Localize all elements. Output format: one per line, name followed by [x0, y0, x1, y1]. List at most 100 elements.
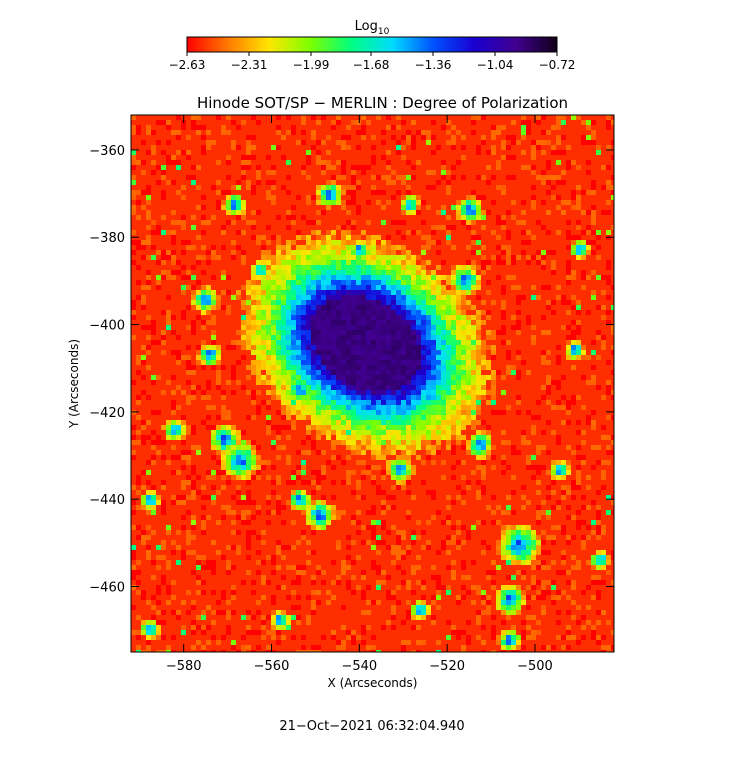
heatmap-cell — [241, 645, 246, 650]
heatmap-cell — [346, 425, 351, 430]
heatmap-cell — [146, 625, 151, 630]
heatmap-cell — [141, 170, 146, 175]
heatmap-cell — [336, 360, 341, 365]
heatmap-cell — [231, 450, 236, 455]
heatmap-cell — [146, 525, 151, 530]
heatmap-cell — [236, 450, 241, 455]
heatmap-cell — [606, 460, 611, 465]
heatmap-cell — [411, 300, 416, 305]
heatmap-cell — [351, 320, 356, 325]
heatmap-cell — [251, 285, 256, 290]
heatmap-cell — [171, 420, 176, 425]
heatmap-cell — [226, 565, 231, 570]
heatmap-cell — [386, 415, 391, 420]
heatmap-cell — [411, 135, 416, 140]
heatmap-cell — [391, 415, 396, 420]
heatmap-cell — [276, 320, 281, 325]
heatmap-cell — [246, 545, 251, 550]
heatmap-cell — [481, 475, 486, 480]
heatmap-cell — [346, 265, 351, 270]
heatmap-cell — [606, 435, 611, 440]
heatmap-cell — [311, 310, 316, 315]
heatmap-cell — [221, 440, 226, 445]
heatmap-cell — [146, 435, 151, 440]
heatmap-cell — [386, 235, 391, 240]
heatmap-cell — [446, 185, 451, 190]
heatmap-cell — [491, 395, 496, 400]
heatmap-cell — [291, 315, 296, 320]
heatmap-cell — [391, 410, 396, 415]
heatmap-cell — [306, 505, 311, 510]
heatmap-cell — [166, 160, 171, 165]
heatmap-cell — [416, 430, 421, 435]
heatmap-cell — [306, 595, 311, 600]
heatmap-cell — [471, 600, 476, 605]
heatmap-cell — [446, 550, 451, 555]
heatmap-cell — [276, 335, 281, 340]
heatmap-cell — [601, 185, 606, 190]
heatmap-cell — [561, 210, 566, 215]
heatmap-cell — [406, 195, 411, 200]
heatmap-cell — [441, 290, 446, 295]
heatmap-cell — [346, 385, 351, 390]
heatmap-cell — [276, 625, 281, 630]
heatmap-cell — [421, 585, 426, 590]
heatmap-cell — [141, 590, 146, 595]
heatmap-cell — [591, 230, 596, 235]
heatmap-cell — [476, 200, 481, 205]
heatmap-cell — [201, 565, 206, 570]
heatmap-cell — [451, 125, 456, 130]
heatmap-cell — [191, 570, 196, 575]
heatmap-cell — [456, 435, 461, 440]
heatmap-cell — [501, 330, 506, 335]
heatmap-cell — [436, 380, 441, 385]
heatmap-cell — [396, 545, 401, 550]
heatmap-cell — [451, 435, 456, 440]
heatmap-cell — [146, 185, 151, 190]
heatmap-cell — [276, 325, 281, 330]
heatmap-cell — [426, 360, 431, 365]
heatmap-cell — [371, 350, 376, 355]
heatmap-cell — [546, 580, 551, 585]
heatmap-cell — [201, 195, 206, 200]
heatmap-cell — [446, 585, 451, 590]
heatmap-cell — [336, 280, 341, 285]
heatmap-cell — [266, 265, 271, 270]
heatmap-cell — [281, 625, 286, 630]
heatmap-cell — [451, 165, 456, 170]
heatmap-cell — [291, 475, 296, 480]
heatmap-cell — [561, 180, 566, 185]
heatmap-cell — [371, 370, 376, 375]
heatmap-cell — [571, 585, 576, 590]
heatmap-cell — [241, 155, 246, 160]
heatmap-cell — [176, 455, 181, 460]
heatmap-cell — [391, 305, 396, 310]
heatmap-cell — [361, 445, 366, 450]
heatmap-cell — [311, 385, 316, 390]
heatmap-cell — [256, 340, 261, 345]
heatmap-cell — [261, 285, 266, 290]
heatmap-cell — [561, 405, 566, 410]
heatmap-cell — [366, 315, 371, 320]
heatmap-cell — [281, 265, 286, 270]
heatmap-cell — [256, 600, 261, 605]
heatmap-cell — [201, 350, 206, 355]
heatmap-cell — [521, 630, 526, 635]
heatmap-cell — [251, 280, 256, 285]
heatmap-cell — [306, 415, 311, 420]
heatmap-cell — [476, 405, 481, 410]
heatmap-cell — [501, 595, 506, 600]
heatmap-cell — [351, 325, 356, 330]
heatmap-cell — [231, 465, 236, 470]
heatmap-cell — [306, 500, 311, 505]
heatmap-cell — [301, 215, 306, 220]
heatmap-cell — [281, 355, 286, 360]
heatmap-cell — [391, 370, 396, 375]
heatmap-cell — [341, 260, 346, 265]
heatmap-cell — [416, 420, 421, 425]
heatmap-cell — [346, 270, 351, 275]
heatmap-cell — [451, 340, 456, 345]
heatmap-cell — [351, 285, 356, 290]
heatmap-cell — [321, 570, 326, 575]
heatmap-cell — [286, 265, 291, 270]
